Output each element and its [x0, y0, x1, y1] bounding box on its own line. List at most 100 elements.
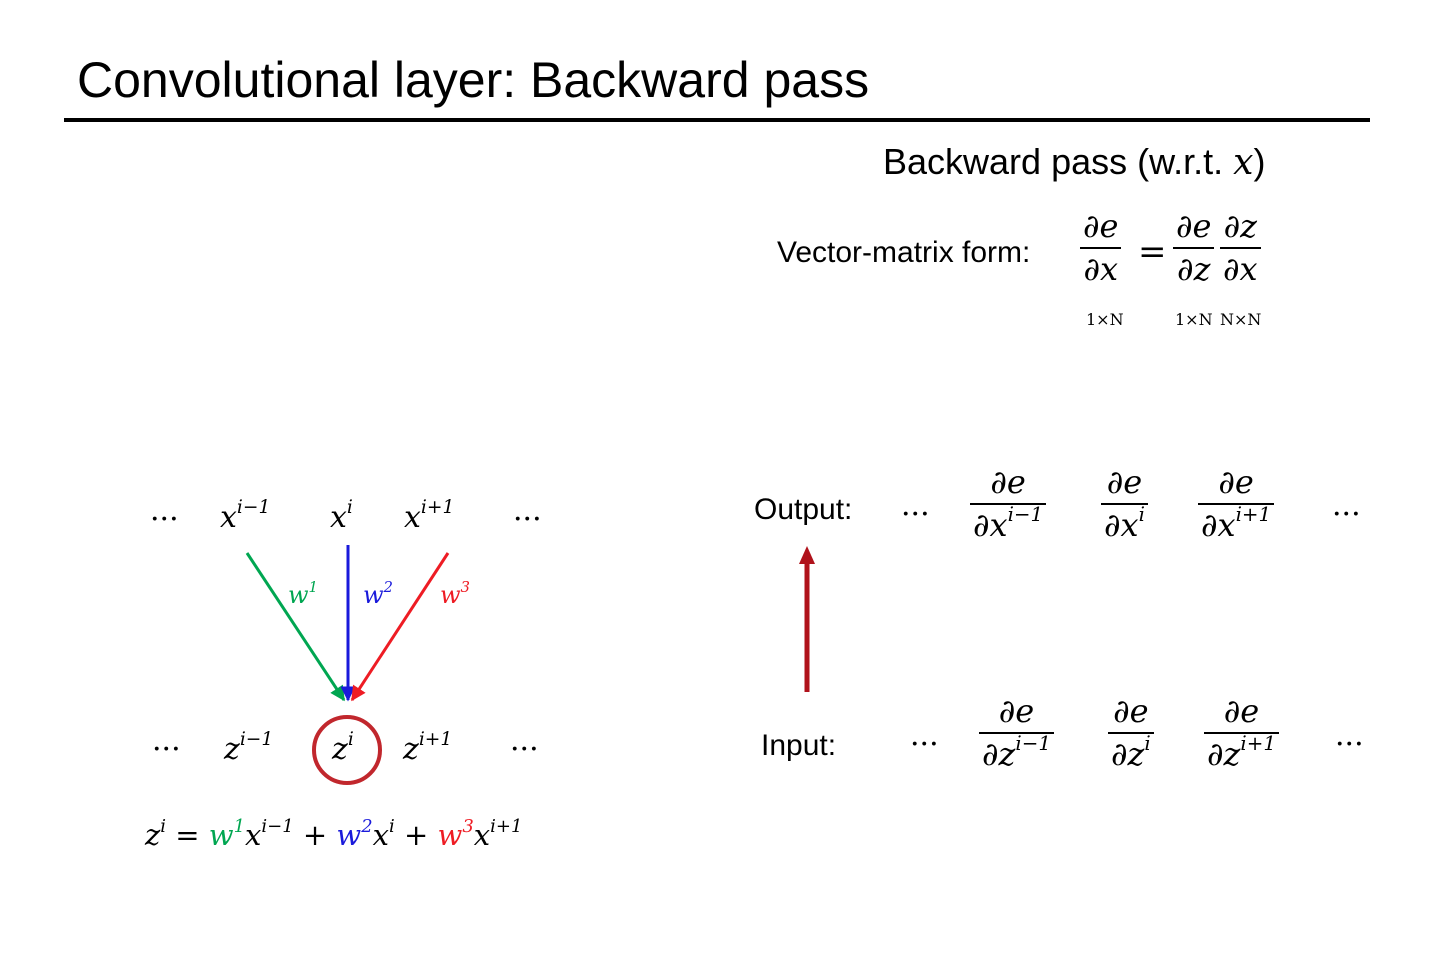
output-numerator: ∂e: [1106, 463, 1143, 501]
vm-rhs2-fraction: ∂z ∂x: [1220, 208, 1261, 288]
z-row-right-ellipsis: ···: [510, 732, 539, 767]
fraction-bar: [970, 502, 1047, 505]
node-x-i: xi: [330, 497, 353, 542]
weight-base: w: [288, 581, 309, 609]
output-numerator: ∂e: [1218, 463, 1254, 501]
slide-title: Convolutional layer: Backward pass: [77, 52, 870, 108]
vm-dim-lhs: 1×N: [1086, 311, 1124, 329]
eq-w-sup: 1: [233, 815, 246, 837]
node-z-sup: i+1: [418, 729, 453, 751]
input-numerator: ∂e: [1223, 692, 1260, 730]
z-row-left-ellipsis: ···: [152, 732, 181, 767]
input-den-base: ∂z: [982, 734, 1016, 773]
eq-w-sup: 3: [462, 815, 474, 837]
eq-w: w: [208, 818, 234, 852]
eq-term1-w: w1: [208, 815, 246, 852]
vm-lhs-denominator: ∂x: [1083, 249, 1119, 288]
eq-w-sup: 2: [361, 815, 373, 837]
input-den-sup: i: [1144, 731, 1151, 755]
output-label: Output:: [754, 493, 853, 526]
eq-term2-w: w2: [336, 815, 373, 852]
output-fraction-i-minus-1: ∂e ∂xi−1: [970, 463, 1047, 544]
node-z-base: z: [332, 732, 348, 767]
node-x-base: x: [220, 500, 237, 535]
fraction-bar: [1080, 246, 1122, 249]
node-z-i-plus-1: zi+1: [403, 729, 453, 774]
node-z-sup: i: [347, 729, 354, 751]
output-fraction-i-plus-1: ∂e ∂xi+1: [1198, 463, 1275, 544]
input-fraction-i: ∂e ∂zi: [1108, 693, 1154, 773]
node-z-base: z: [224, 732, 240, 767]
backward-pass-variable: x: [1233, 142, 1254, 183]
node-z-base: z: [403, 732, 419, 767]
vm-rhs1-numerator: ∂e: [1176, 207, 1212, 245]
input-fraction-i-minus-1: ∂e ∂zi−1: [979, 693, 1054, 773]
output-numerator: ∂e: [990, 463, 1026, 501]
eq-plus: +: [302, 818, 328, 852]
weight-base: w: [363, 581, 384, 609]
input-numerator: ∂e: [998, 692, 1035, 730]
output-left-ellipsis: ···: [901, 497, 930, 532]
title-divider: [64, 118, 1370, 122]
output-right-ellipsis: ···: [1332, 497, 1361, 532]
vm-dim-rhs1-text: 1×N: [1175, 310, 1213, 329]
input-denominator: ∂zi: [1108, 732, 1154, 773]
vector-matrix-label: Vector-matrix form:: [777, 236, 1031, 269]
node-z-i: zi: [332, 729, 354, 774]
eq-x: x: [245, 818, 262, 852]
w3-arrow: [350, 552, 450, 702]
fraction-bar: [1198, 502, 1275, 505]
node-x-sup: i+1: [420, 497, 455, 519]
vm-dim-rhs2: N×N: [1220, 311, 1261, 329]
node-x-sup: i: [346, 497, 353, 519]
output-den-base: ∂x: [973, 505, 1008, 544]
vm-lhs-numerator: ∂e: [1083, 207, 1119, 245]
fraction-bar: [979, 731, 1054, 734]
vm-rhs2-denominator: ∂x: [1223, 249, 1258, 288]
vm-rhs1-denominator: ∂z: [1177, 249, 1211, 288]
fraction-bar: [1108, 731, 1154, 734]
weight-label-w1: w1: [288, 577, 319, 613]
backward-pass-heading-close: ): [1253, 141, 1266, 182]
input-den-base: ∂z: [1207, 734, 1241, 773]
node-x-sup: i−1: [236, 497, 271, 519]
weight-base: w: [440, 581, 461, 609]
eq-x-sup: i−1: [261, 815, 294, 837]
node-x-i-plus-1: xi+1: [404, 497, 455, 542]
fraction-bar: [1173, 246, 1215, 249]
fraction-bar: [1220, 246, 1261, 249]
weight-sup: 2: [383, 577, 394, 596]
weight-sup: 1: [308, 577, 319, 596]
output-denominator: ∂xi+1: [1198, 503, 1274, 544]
node-z-i-minus-1: zi−1: [224, 729, 274, 774]
eq-term3-w: w3: [438, 815, 474, 852]
backward-pass-heading: Backward pass (w.r.t. x): [883, 140, 1265, 185]
convolution-equation: zi = w1xi−1 + w2xi + w3xi+1: [145, 815, 522, 860]
w1-arrow: [245, 552, 346, 702]
node-z-sup: i−1: [239, 729, 274, 751]
fraction-bar: [1101, 502, 1148, 505]
weight-label-w2: w2: [363, 577, 394, 613]
node-x-i-minus-1: xi−1: [220, 497, 271, 542]
input-label: Input:: [761, 729, 837, 762]
upward-arrow-head: [799, 546, 815, 564]
eq-plus: +: [404, 818, 429, 852]
node-x-base: x: [330, 500, 347, 535]
vm-rhs2-numerator: ∂z: [1223, 207, 1257, 245]
x-row-right-ellipsis: ···: [513, 502, 542, 537]
fraction-bar: [1204, 731, 1279, 734]
output-fraction-i: ∂e ∂xi: [1101, 464, 1148, 544]
output-denominator: ∂xi−1: [970, 503, 1046, 544]
vm-lhs-fraction: ∂e ∂x: [1080, 207, 1122, 288]
eq-x-sup: i: [389, 815, 395, 837]
input-den-sup: i−1: [1015, 731, 1051, 755]
x-row-left-ellipsis: ···: [150, 502, 179, 537]
weight-label-w3: w3: [440, 578, 470, 613]
input-denominator: ∂zi−1: [979, 732, 1054, 773]
input-den-base: ∂z: [1111, 734, 1145, 773]
vm-dim-rhs1: 1×N: [1175, 311, 1213, 329]
vm-rhs1-fraction: ∂e ∂z: [1173, 207, 1215, 288]
output-den-base: ∂x: [1104, 505, 1139, 544]
vm-dim-lhs-text: 1×N: [1086, 310, 1124, 329]
